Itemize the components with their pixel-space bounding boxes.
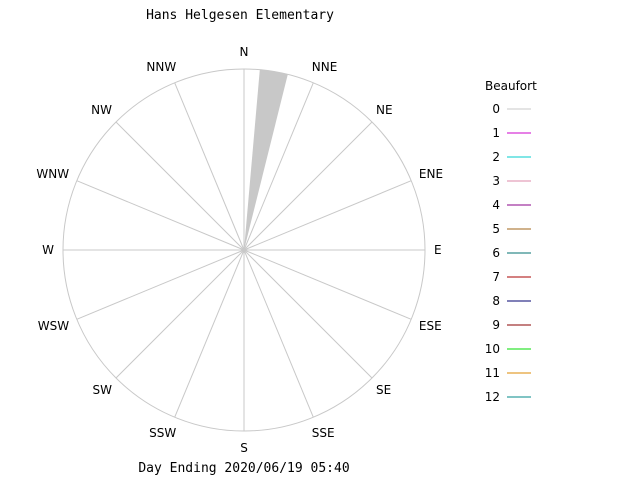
legend-label-2: 2: [492, 150, 500, 164]
wedge-beaufort-0-nne: [244, 69, 288, 250]
legend-label-10: 10: [485, 342, 500, 356]
chart-footer: Day Ending 2020/06/19 05:40: [138, 461, 349, 476]
direction-label-ssw: SSW: [149, 426, 176, 440]
direction-label-e: E: [434, 243, 442, 257]
legend-label-0: 0: [492, 102, 500, 116]
direction-label-nw: NW: [91, 103, 112, 117]
spoke-sse: [243, 249, 314, 418]
direction-label-ene: ENE: [419, 167, 443, 181]
direction-label-wnw: WNW: [36, 167, 69, 181]
spoke-ssw: [174, 249, 245, 418]
legend-label-6: 6: [492, 246, 500, 260]
legend-label-3: 3: [492, 174, 500, 188]
legend-label-4: 4: [492, 198, 500, 212]
direction-label-ne: NE: [376, 103, 393, 117]
direction-label-sse: SSE: [312, 426, 335, 440]
spoke-wsw: [76, 249, 245, 320]
direction-labels: N NNE NE ENE E ESE SE SSE S SSW SW WSW W WNW NW NNW: [36, 45, 443, 455]
legend-label-12: 12: [485, 390, 500, 404]
direction-label-wsw: WSW: [38, 319, 69, 333]
spoke-nne: [243, 82, 314, 251]
spoke-nw: [115, 121, 245, 251]
direction-label-n: N: [240, 45, 249, 59]
direction-label-sw: SW: [93, 383, 113, 397]
legend-label-5: 5: [492, 222, 500, 236]
direction-label-ese: ESE: [419, 319, 442, 333]
spoke-se: [243, 249, 373, 379]
spoke-ese: [243, 249, 412, 320]
legend-label-7: 7: [492, 270, 500, 284]
wind-wedges: [244, 69, 288, 250]
chart-title: Hans Helgesen Elementary: [146, 8, 334, 23]
direction-label-nne: NNE: [312, 60, 338, 74]
legend-label-9: 9: [492, 318, 500, 332]
spoke-wnw: [76, 180, 245, 251]
legend-label-8: 8: [492, 294, 500, 308]
legend-title: Beaufort: [485, 79, 537, 93]
legend-label-1: 1: [492, 126, 500, 140]
direction-label-se: SE: [376, 383, 391, 397]
direction-label-w: W: [42, 243, 54, 257]
spoke-sw: [115, 249, 245, 379]
spoke-ene: [243, 180, 412, 251]
polar-grid: [62, 68, 426, 432]
spoke-nnw: [174, 82, 245, 251]
direction-label-s: S: [240, 441, 248, 455]
spoke-ne: [243, 121, 373, 251]
legend-label-11: 11: [485, 366, 500, 380]
direction-label-nnw: NNW: [146, 60, 176, 74]
